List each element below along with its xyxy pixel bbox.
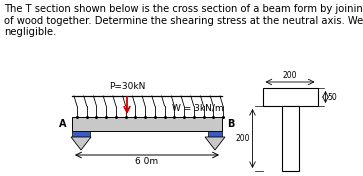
Text: W = 3kN/m: W = 3kN/m	[172, 103, 224, 112]
Polygon shape	[71, 137, 91, 150]
Text: B: B	[227, 119, 234, 129]
Bar	[72, 131, 90, 137]
Bar	[72, 117, 222, 131]
Bar	[208, 131, 222, 137]
Text: The T section shown below is the cross section of a beam form by joining two rec: The T section shown below is the cross s…	[4, 4, 363, 37]
Polygon shape	[205, 137, 225, 150]
Text: 200: 200	[236, 134, 250, 143]
Text: P=30kN: P=30kN	[109, 82, 145, 91]
Text: 50: 50	[327, 93, 337, 102]
Bar	[262, 88, 318, 106]
Text: 200: 200	[283, 71, 297, 80]
Text: 6 0m: 6 0m	[135, 157, 159, 166]
Bar	[281, 106, 298, 171]
Text: A: A	[58, 119, 66, 129]
